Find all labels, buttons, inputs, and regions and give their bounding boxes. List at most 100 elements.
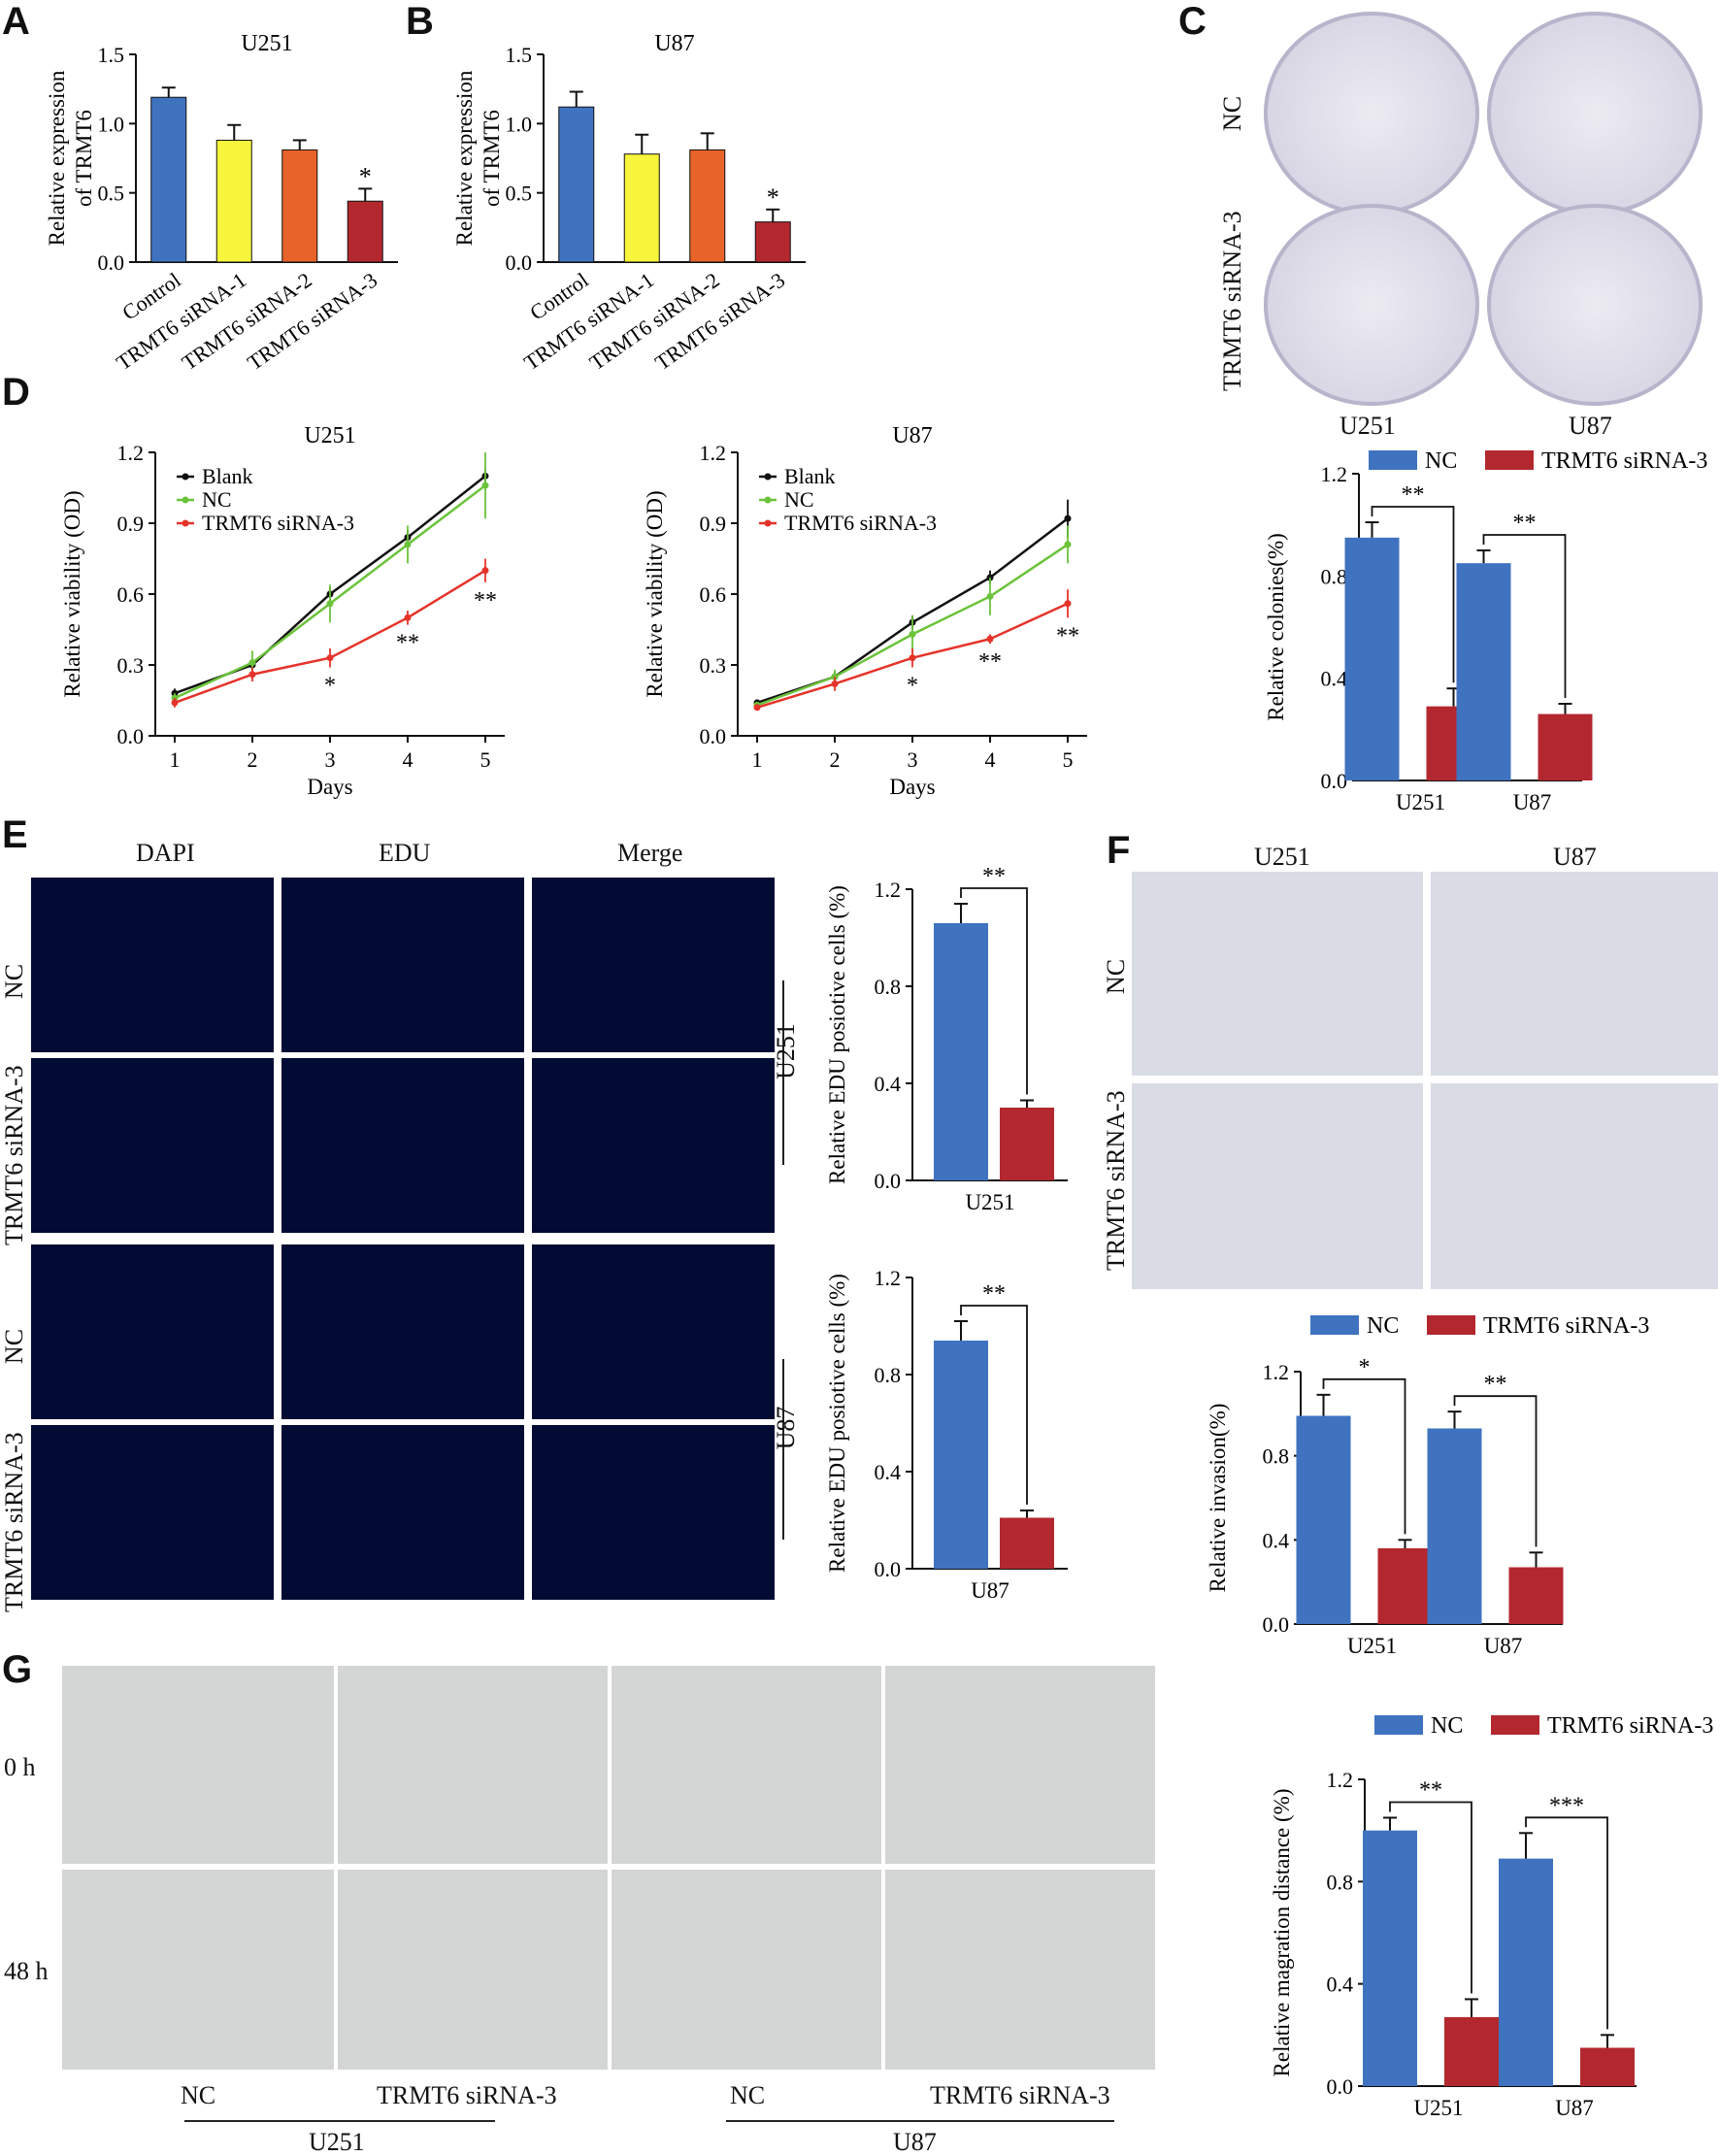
g-image-48h-nc-u251 <box>62 1870 334 2070</box>
d-u87-x-tick-label: 5 <box>1063 747 1074 772</box>
d-u251-x-tick-label: 3 <box>325 747 336 772</box>
chart-e-edu-u87: 0.0 0.4 0.8 1.2 Relative EDU posiotive cells… <box>825 1266 1068 1603</box>
chart-b-expression-u87: U87 0.0 0.5 1.0 1.5 Relative expression of TRM… <box>452 31 806 375</box>
e-u251-y-tick-label: 1.2 <box>875 878 902 902</box>
c-significance-bracket <box>1371 506 1455 683</box>
chart-d-viability-u87: U87 0.0 0.3 0.6 0.9 1.2 Relative viability (OD… <box>643 423 1087 799</box>
e-col-label-merge: Merge <box>617 839 683 867</box>
d-u251-x-tick-label: 4 <box>403 747 413 772</box>
d-u87-point <box>831 680 839 687</box>
d-u251-y-tick-label: 1.2 <box>117 441 145 465</box>
f-legend-label: NC <box>1367 1313 1399 1339</box>
e-image-merge-sirna-u251 <box>532 1058 775 1233</box>
d-u251-legend-label: Blank <box>202 464 253 488</box>
d-u251-y-tick-label: 0.9 <box>117 512 145 536</box>
g-y-tick-label: 1.2 <box>1327 1768 1354 1792</box>
f-legend-label: TRMT6 siRNA-3 <box>1483 1313 1649 1339</box>
d-u251-significance: * <box>324 673 336 698</box>
e-u251-y-tick-label: 0.4 <box>875 1072 902 1096</box>
d-u251-point <box>171 694 179 702</box>
d-u87-point <box>1064 514 1072 522</box>
f-bar <box>1377 1548 1433 1624</box>
c-legend-swatch <box>1485 450 1534 470</box>
a-y-tick-label: 0.5 <box>98 182 125 206</box>
b-bar <box>623 153 660 263</box>
g-bar <box>1444 2016 1499 2086</box>
d-u251-significance: ** <box>474 588 497 614</box>
d-u251-point <box>171 699 179 707</box>
e-u251-significance-bracket <box>960 887 1028 1095</box>
panel-label-d: D <box>2 371 30 414</box>
panel-label-g: G <box>2 1648 33 1691</box>
g-col-label-sirna-u87: TRMT6 siRNA-3 <box>930 2081 1110 2109</box>
d-u87-x-tick-label: 1 <box>752 747 763 772</box>
g-legend-label: NC <box>1431 1713 1463 1739</box>
e-row-label-sirna-u251: TRMT6 siRNA-3 <box>0 1065 28 1245</box>
f-bar <box>1508 1567 1564 1624</box>
f-significance-bracket <box>1453 1395 1538 1547</box>
e-u251-x-axis-label: U251 <box>965 1190 1014 1214</box>
g-y-tick-label: 0.0 <box>1327 2074 1354 2099</box>
d-u251-y-axis-label: Relative viability (OD) <box>60 490 84 697</box>
f-y-tick-label: 0.8 <box>1263 1444 1290 1469</box>
e-u251-bar <box>934 923 988 1180</box>
d-u251-point <box>404 541 412 548</box>
g-y-tick-label: 0.4 <box>1327 1973 1354 1997</box>
e-u251-bar <box>1000 1108 1054 1180</box>
c-row-label-nc: NC <box>1218 95 1246 132</box>
d-u251-x-axis-label: Days <box>307 775 352 799</box>
d-u251-significance: ** <box>396 631 419 656</box>
d-u87-point <box>1064 600 1072 608</box>
d-u251-legend-marker <box>182 496 189 504</box>
d-u87-legend-label: NC <box>784 487 814 512</box>
c-significance: ** <box>1513 511 1537 536</box>
d-u87-significance: * <box>907 673 918 698</box>
g-bar <box>1499 1858 1553 2086</box>
c-significance: ** <box>1402 482 1425 508</box>
g-image-0h-nc-u87 <box>612 1666 881 1864</box>
a-y-tick-label: 1.0 <box>98 112 125 136</box>
f-bar <box>1427 1428 1482 1624</box>
d-u87-y-tick-label: 0.3 <box>700 653 727 678</box>
e-u251-y-tick-label: 0.0 <box>875 1169 902 1193</box>
g-col-label-nc-u251: NC <box>181 2081 216 2109</box>
e-image-dapi-nc-u87 <box>31 1244 274 1419</box>
g-image-48h-nc-u87 <box>612 1870 881 2070</box>
g-legend-label: TRMT6 siRNA-3 <box>1547 1713 1713 1739</box>
e-u87-y-tick-label: 0.8 <box>875 1363 902 1387</box>
chart-f-invasion: 0.0 0.4 0.8 1.2 Relative invasion(%) NC TRMT6 … <box>1206 1313 1649 1658</box>
colony-plate-nc-u251 <box>1264 12 1479 216</box>
e-u87-x-axis-label: U87 <box>971 1578 1009 1603</box>
f-image-sirna-u251 <box>1132 1083 1423 1289</box>
c-col-label-u251: U251 <box>1340 412 1396 440</box>
e-image-edu-sirna-u87 <box>281 1425 524 1600</box>
g-image-0h-sirna-u251 <box>338 1666 608 1864</box>
g-row-label-0h: 0 h <box>4 1753 36 1781</box>
a-y-tick-label: 0.0 <box>98 250 125 275</box>
f-legend-swatch <box>1310 1315 1359 1335</box>
colony-plate-sirna-u87 <box>1487 204 1703 406</box>
g-image-0h-sirna-u87 <box>885 1666 1155 1864</box>
d-u251-point <box>248 659 256 667</box>
e-group-label-u251: U251 <box>772 1023 800 1079</box>
f-significance: * <box>1359 1355 1371 1380</box>
f-significance-bracket <box>1322 1377 1406 1535</box>
chart-d-viability-u251: U251 0.0 0.3 0.6 0.9 1.2 Relative viability (O… <box>60 423 505 799</box>
d-u87-point <box>753 704 761 712</box>
g-group-line-u251 <box>184 2120 495 2122</box>
g-significance: ** <box>1419 1778 1442 1804</box>
d-u87-legend-marker <box>764 496 772 504</box>
chart-a-expression-u251: U251 0.0 0.5 1.0 1.5 Relative expression of TR… <box>45 31 398 375</box>
d-u251-legend-marker <box>182 473 189 481</box>
g-x-tick-label: U87 <box>1555 2096 1594 2120</box>
d-u251-point <box>326 600 334 608</box>
a-y-axis-label: of TRMT6 <box>72 110 96 207</box>
d-u251-y-tick-label: 0.6 <box>117 582 145 607</box>
e-u251-significance: ** <box>982 864 1006 889</box>
panel-label-f: F <box>1107 829 1131 872</box>
d-u251-y-tick-label: 0.0 <box>117 724 145 748</box>
d-u87-point <box>909 630 916 638</box>
b-title: U87 <box>654 31 694 56</box>
f-x-tick-label: U251 <box>1347 1634 1397 1658</box>
d-u251-point <box>404 614 412 621</box>
